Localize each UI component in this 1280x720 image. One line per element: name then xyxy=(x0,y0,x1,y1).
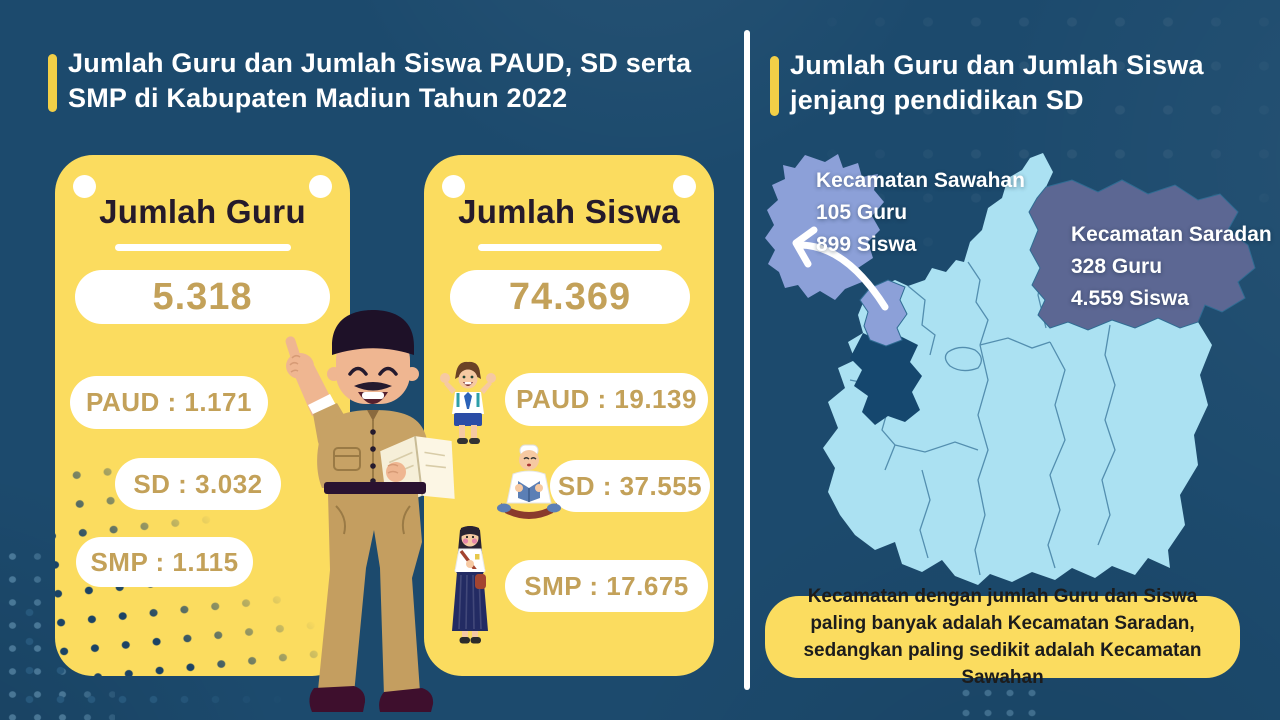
sawahan-guru: 105 Guru xyxy=(816,201,908,224)
map-region-saradan xyxy=(1028,179,1256,331)
card-hole-right xyxy=(309,175,332,198)
guru-total-pill: 5.318 xyxy=(75,270,330,324)
left-section-title: Jumlah Guru dan Jumlah Siswa PAUD, SD se… xyxy=(68,48,692,113)
siswa-smp-pill: SMP : 17.675 xyxy=(505,560,708,612)
guru-paud-pill: PAUD : 1.171 xyxy=(70,376,268,429)
saradan-label: Kecamatan Saradan 328 Guru 4.559 Siswa xyxy=(1071,219,1272,315)
guru-card: Jumlah Guru 5.318 PAUD : 1.171 SD : 3.03… xyxy=(55,155,350,676)
saradan-guru: 328 Guru xyxy=(1071,255,1163,278)
saradan-name: Kecamatan Saradan xyxy=(1071,223,1272,246)
guru-title-underline xyxy=(115,244,291,251)
student-girl-icon xyxy=(452,526,488,644)
right-section-title: Jumlah Guru dan Jumlah Siswa jenjang pen… xyxy=(790,50,1204,115)
sawahan-label: Kecamatan Sawahan 105 Guru 899 Siswa xyxy=(816,165,1025,261)
teacher-illustration xyxy=(285,310,455,712)
curved-arrow-icon xyxy=(792,226,889,311)
conclusion-note-box: Kecamatan dengan jumlah Guru dan Siswa p… xyxy=(765,586,1240,688)
map-region-sawahan-small xyxy=(859,279,908,347)
siswa-title-underline xyxy=(478,244,662,251)
right-title-accent-bar xyxy=(770,56,779,116)
guru-card-title: Jumlah Guru xyxy=(99,193,306,230)
student-cheering-icon xyxy=(440,361,496,444)
siswa-paud-pill: PAUD : 19.139 xyxy=(505,373,708,426)
left-title-accent-bar xyxy=(48,54,57,112)
card-hole-left xyxy=(442,175,465,198)
saradan-siswa: 4.559 Siswa xyxy=(1071,287,1189,310)
section-divider xyxy=(744,30,750,690)
map-region-sawahan-enlarged xyxy=(765,154,884,300)
card-hole-left xyxy=(73,175,96,198)
student-reading-icon xyxy=(497,444,561,519)
conclusion-note-text: Kecamatan dengan jumlah Guru dan Siswa p… xyxy=(803,586,1202,688)
card-hole-right xyxy=(673,175,696,198)
sawahan-siswa: 899 Siswa xyxy=(816,233,917,256)
siswa-card-title: Jumlah Siswa xyxy=(458,193,680,230)
map-district-dark xyxy=(850,333,922,425)
siswa-total-pill: 74.369 xyxy=(450,270,690,324)
guru-sd-pill: SD : 3.032 xyxy=(115,458,281,510)
guru-smp-pill: SMP : 1.115 xyxy=(76,537,253,587)
sawahan-name: Kecamatan Sawahan xyxy=(816,169,1025,192)
siswa-sd-pill: SD : 37.555 xyxy=(550,460,710,512)
kabupaten-madiun-map xyxy=(765,153,1256,585)
